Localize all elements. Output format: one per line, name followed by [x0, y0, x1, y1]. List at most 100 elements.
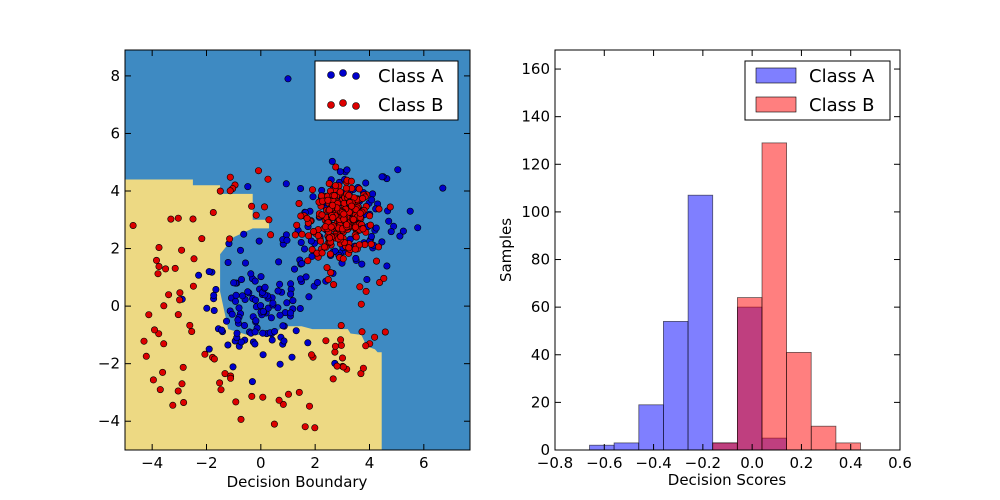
class-b-point [226, 173, 234, 181]
y-tick-label: 80 [531, 251, 550, 269]
class-a-point [269, 299, 277, 307]
class-a-point [367, 233, 375, 241]
class-b-point [149, 376, 157, 384]
class-b-point [171, 264, 179, 272]
legend-swatch-class-b [755, 96, 797, 113]
class-a-point [228, 310, 236, 318]
class-a-point [328, 157, 336, 165]
class-a-point [212, 285, 220, 293]
class-b-point [358, 328, 366, 336]
class-a-point [257, 273, 265, 281]
x-tick-label: −0.2 [685, 454, 721, 472]
class-a-point [284, 75, 292, 83]
class-b-point [301, 423, 309, 431]
class-b-point [342, 184, 350, 192]
class-b-point [328, 201, 336, 209]
class-b-point [267, 231, 275, 239]
class-b-point [359, 225, 367, 233]
class-a-point [362, 179, 370, 187]
class-b-point [198, 235, 206, 243]
class-b-point [291, 231, 299, 239]
class-b-point [352, 233, 360, 241]
class-b-point [366, 221, 374, 229]
class-a-point [439, 184, 447, 192]
class-b-point [329, 375, 337, 383]
histogram-bars [589, 142, 861, 450]
class-b-point [176, 289, 184, 297]
class-b-point [189, 282, 197, 290]
class-a-point [287, 290, 295, 298]
class-a-point [248, 378, 256, 386]
class-b-point [155, 262, 163, 270]
class-b-point [156, 386, 164, 394]
class-a-point [298, 259, 306, 267]
class-b-bar [737, 297, 763, 450]
class-b-point [359, 195, 367, 203]
class-a-point [259, 351, 267, 359]
class-b-point [226, 235, 234, 243]
class-b-point [375, 243, 383, 251]
class-b-point [305, 402, 313, 410]
class-b-point [178, 246, 186, 254]
class-a-point [313, 278, 321, 286]
class-a-point [287, 309, 295, 317]
x-tick-label: −0.8 [537, 454, 573, 472]
class-a-point [378, 238, 386, 246]
legend-swatch-class-a [755, 67, 797, 84]
class-a-bar [663, 320, 689, 450]
class-b-point [337, 321, 345, 329]
class-a-point [241, 321, 249, 329]
class-b-point [327, 223, 335, 231]
class-b-point [311, 424, 319, 432]
class-a-point [358, 260, 366, 268]
legend-label-class-a: Class A [809, 66, 875, 87]
class-b-point [331, 348, 339, 356]
class-b-point [347, 177, 355, 185]
class-b-point [140, 337, 148, 345]
class-b-point [298, 230, 306, 238]
class-a-point [276, 311, 284, 319]
class-a-point [244, 183, 252, 191]
class-b-point [367, 240, 375, 248]
class-a-point [399, 227, 407, 235]
class-a-point [267, 314, 275, 322]
class-b-point [154, 270, 162, 278]
class-b-point [348, 202, 356, 210]
class-b-point [189, 215, 197, 223]
class-b-point [345, 244, 353, 252]
class-a-point [232, 291, 240, 299]
class-a-point [352, 254, 360, 262]
class-b-point [339, 363, 347, 371]
class-a-point [257, 302, 265, 310]
class-b-bar [712, 442, 738, 450]
class-b-point [165, 291, 173, 299]
class-b-point [325, 234, 333, 242]
class-a-point [283, 299, 291, 307]
scatter-points [129, 75, 447, 432]
class-b-point [295, 200, 303, 208]
class-a-point [271, 327, 279, 335]
x-tick-label: −0.4 [635, 454, 671, 472]
class-a-point [336, 168, 344, 176]
class-b-point [174, 214, 182, 222]
class-b-point [293, 221, 301, 229]
class-b-point [275, 396, 283, 404]
class-a-point [268, 336, 276, 344]
class-a-point [343, 166, 351, 174]
class-b-point [327, 269, 335, 277]
class-b-point [190, 255, 198, 263]
right-axes-frame [554, 49, 901, 451]
class-b-point [332, 163, 340, 171]
right-x-ticks: −0.8 −0.6 −0.4 −0.2 0.0 0.2 0.4 0.6 [537, 50, 912, 472]
left-legend-box [314, 60, 459, 121]
legend-marker-class-b [327, 99, 360, 110]
class-a-bar [638, 404, 664, 450]
class-b-bar [810, 425, 837, 450]
class-b-point [255, 167, 263, 175]
class-b-bar [835, 442, 861, 450]
class-b-point [332, 182, 340, 190]
class-b-point [252, 211, 260, 219]
left-x-axis-label: Decision Boundary [227, 473, 368, 491]
legend-label-class-b: Class B [378, 95, 443, 116]
class-b-point [386, 203, 394, 211]
